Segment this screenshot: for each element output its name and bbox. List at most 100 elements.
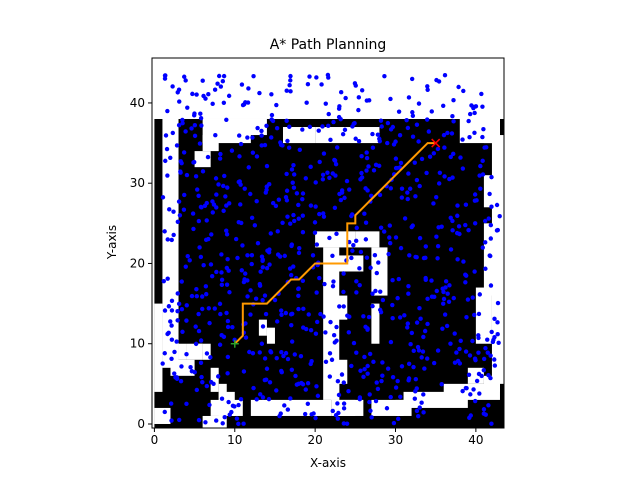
sample-point [291, 162, 296, 168]
sample-point [224, 228, 229, 233]
sample-point [215, 81, 220, 86]
sample-point [495, 320, 500, 325]
sample-point [247, 349, 252, 355]
sample-point [414, 177, 420, 183]
sample-point [375, 386, 381, 392]
sample-point [296, 293, 301, 298]
sample-point [484, 145, 489, 150]
sample-point [366, 164, 371, 169]
sample-point [390, 302, 395, 308]
sample-point [451, 295, 456, 301]
sample-point [198, 360, 204, 365]
sample-point [207, 402, 212, 408]
sample-point [410, 223, 415, 228]
sample-point [451, 98, 456, 103]
sample-point [404, 117, 409, 123]
sample-point [224, 282, 230, 287]
sample-point [492, 334, 497, 340]
sample-point [289, 322, 294, 328]
sample-point [399, 195, 405, 200]
sample-point [477, 173, 482, 178]
sample-point [166, 304, 172, 309]
sample-point [336, 392, 342, 398]
sample-point [414, 408, 420, 414]
sample-point [214, 418, 219, 423]
x-axis-label: X-axis [310, 456, 346, 470]
sample-point [419, 355, 424, 360]
sample-point [270, 200, 276, 206]
free-cell [250, 399, 332, 416]
sample-point [243, 335, 249, 340]
sample-point [426, 129, 432, 134]
sample-point [238, 397, 244, 402]
sample-point [399, 364, 405, 369]
sample-point [259, 254, 265, 259]
sample-point [425, 296, 430, 302]
sample-point [328, 137, 333, 143]
sample-point [445, 130, 450, 136]
free-cell [483, 223, 500, 296]
sample-point [254, 154, 260, 159]
sample-point [368, 265, 373, 270]
sample-point [204, 383, 210, 389]
sample-point [357, 282, 362, 288]
sample-point [312, 230, 318, 235]
sample-point [327, 175, 332, 180]
sample-point [330, 253, 335, 258]
sample-point [217, 156, 223, 161]
sample-point [188, 365, 193, 370]
sample-point [303, 176, 309, 181]
sample-point [196, 328, 202, 334]
sample-point [284, 198, 290, 203]
sample-point [193, 324, 198, 329]
sample-point [296, 250, 302, 256]
sample-point [264, 123, 269, 129]
sample-point [374, 380, 379, 385]
sample-point [313, 204, 318, 209]
sample-point [192, 159, 197, 165]
sample-point [458, 338, 463, 343]
sample-point [165, 237, 170, 242]
sample-point [280, 220, 285, 225]
sample-point [282, 253, 287, 259]
sample-point [318, 311, 323, 317]
sample-point [344, 178, 350, 184]
sample-point [258, 269, 263, 274]
sample-point [413, 254, 418, 260]
sample-point [249, 215, 255, 221]
sample-point [331, 119, 336, 125]
sample-point [196, 193, 201, 199]
sample-point [299, 380, 304, 386]
sample-point [469, 103, 474, 108]
sample-point [349, 363, 354, 369]
sample-point [165, 331, 170, 337]
sample-point [169, 337, 175, 342]
sample-point [288, 396, 293, 401]
sample-point [407, 253, 412, 258]
sample-point [359, 88, 365, 93]
free-cell [371, 247, 388, 296]
sample-point [209, 274, 215, 279]
sample-point [402, 216, 408, 221]
sample-point [398, 394, 403, 400]
sample-point [292, 218, 297, 224]
sample-point [243, 321, 248, 326]
sample-point [333, 161, 339, 167]
sample-point [328, 319, 333, 325]
sample-point [457, 361, 463, 366]
sample-point [365, 188, 370, 193]
sample-point [259, 128, 264, 134]
sample-point [335, 145, 340, 150]
sample-point [449, 131, 455, 136]
y-tick-label: 10 [130, 337, 145, 351]
sample-point [448, 154, 453, 160]
sample-point [474, 378, 480, 384]
chart-title: A* Path Planning [270, 37, 387, 53]
sample-point [393, 385, 399, 390]
sample-point [334, 231, 339, 237]
sample-point [416, 413, 421, 419]
sample-point [313, 180, 318, 185]
sample-point [412, 396, 418, 401]
sample-point [450, 228, 455, 233]
